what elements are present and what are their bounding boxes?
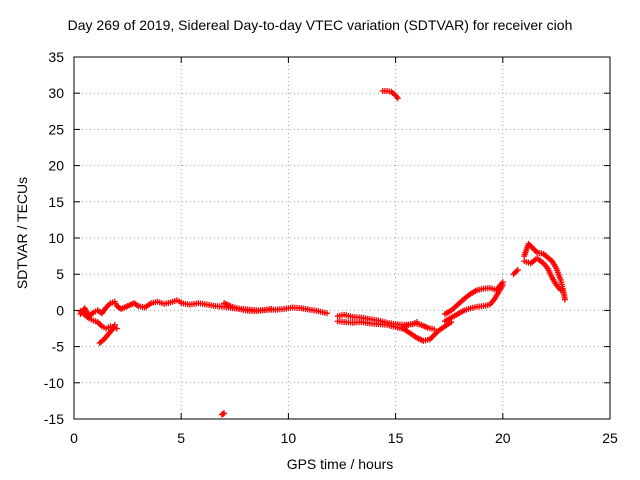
x-tick-label: 0 — [70, 430, 78, 446]
data-point — [220, 410, 227, 417]
data-point — [510, 271, 517, 278]
data-points — [77, 88, 568, 418]
data-point — [499, 282, 506, 289]
y-tick-label: 15 — [48, 194, 64, 210]
data-point — [531, 246, 538, 253]
plot-frame — [73, 56, 611, 420]
data-point — [268, 305, 275, 312]
data-point — [431, 332, 438, 339]
y-tick-label: -5 — [52, 339, 65, 355]
y-tick-label: 30 — [48, 85, 64, 101]
x-tick-label: 20 — [495, 430, 511, 446]
data-point — [431, 326, 438, 333]
data-point — [514, 266, 521, 273]
grid-lines — [74, 57, 610, 419]
y-tick-label: 25 — [48, 121, 64, 137]
data-point — [113, 325, 120, 332]
axis-ticks: -15 -10 -5 0 5 10 15 20 25 30 35 0 5 10 15 20 25 — [44, 49, 618, 446]
y-tick-label: 10 — [48, 230, 64, 246]
x-tick-label: 5 — [177, 430, 185, 446]
data-point — [511, 269, 518, 276]
y-tick-label: -15 — [44, 411, 64, 427]
data-point — [394, 95, 401, 102]
x-tick-label: 10 — [281, 430, 297, 446]
x-axis-label: GPS time / hours — [286, 456, 394, 472]
data-point — [323, 310, 330, 317]
y-tick-label: -10 — [44, 375, 64, 391]
y-tick-label: 5 — [56, 266, 64, 282]
chart-title: Day 269 of 2019, Sidereal Day-to-day VTE… — [67, 17, 573, 33]
data-point — [111, 321, 118, 328]
data-point — [513, 268, 520, 275]
y-tick-label: 20 — [48, 158, 64, 174]
y-tick-label: 0 — [56, 302, 64, 318]
data-point — [561, 296, 568, 303]
data-point — [221, 410, 228, 417]
x-tick-label: 25 — [602, 430, 618, 446]
data-point — [429, 333, 436, 340]
data-point — [557, 287, 564, 294]
x-tick-label: 15 — [388, 430, 404, 446]
data-point — [432, 330, 439, 337]
y-tick-label: 35 — [48, 49, 64, 65]
